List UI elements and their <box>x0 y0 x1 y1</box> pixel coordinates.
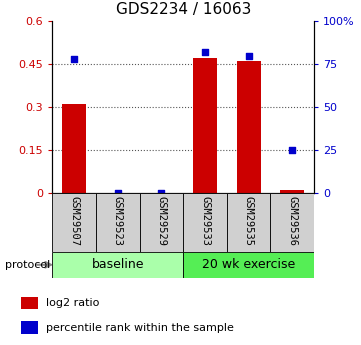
Bar <box>270 193 314 252</box>
Point <box>115 190 121 196</box>
Text: log2 ratio: log2 ratio <box>46 298 100 308</box>
Text: GSM29536: GSM29536 <box>287 196 297 246</box>
Bar <box>52 193 96 252</box>
Bar <box>21 296 38 309</box>
Text: percentile rank within the sample: percentile rank within the sample <box>46 323 234 333</box>
Point <box>71 56 77 61</box>
Text: GSM29523: GSM29523 <box>113 196 123 246</box>
Point <box>158 190 164 196</box>
Bar <box>96 193 140 252</box>
Bar <box>62 104 86 193</box>
Point <box>246 53 252 59</box>
Bar <box>183 252 314 278</box>
Bar <box>193 58 217 193</box>
Bar <box>52 252 183 278</box>
Title: GDS2234 / 16063: GDS2234 / 16063 <box>116 2 251 17</box>
Bar <box>237 61 261 193</box>
Text: 20 wk exercise: 20 wk exercise <box>202 258 295 271</box>
Point <box>202 49 208 55</box>
Bar <box>140 193 183 252</box>
Text: baseline: baseline <box>92 258 144 271</box>
Bar <box>280 190 304 193</box>
Text: GSM29507: GSM29507 <box>69 196 79 246</box>
Point <box>290 147 295 153</box>
Bar <box>21 322 38 334</box>
Text: protocol: protocol <box>5 260 51 269</box>
Text: GSM29535: GSM29535 <box>244 196 254 246</box>
Bar <box>183 193 227 252</box>
Text: GSM29533: GSM29533 <box>200 196 210 246</box>
Bar <box>227 193 270 252</box>
Text: GSM29529: GSM29529 <box>156 196 166 246</box>
